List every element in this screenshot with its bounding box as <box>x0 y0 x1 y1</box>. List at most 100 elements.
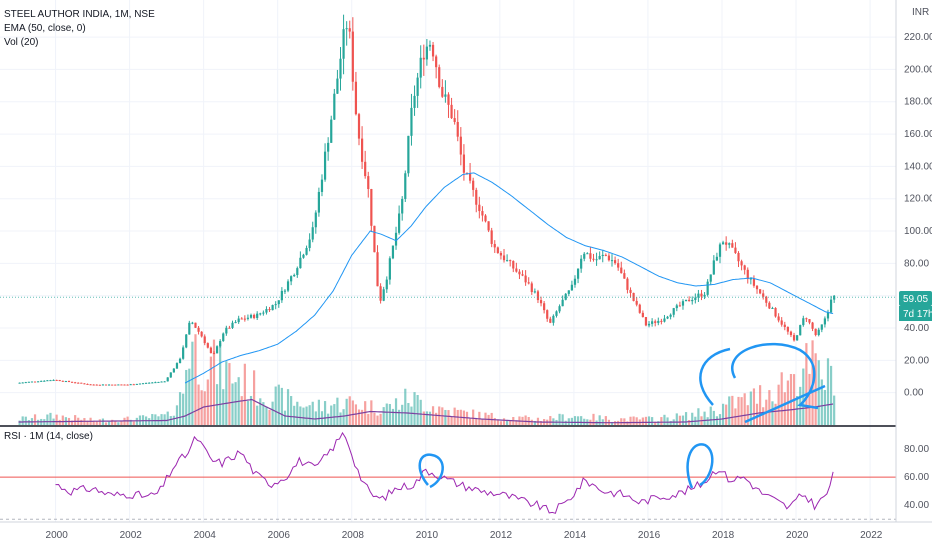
legend-symbol[interactable]: STEEL AUTHOR INDIA, 1M, NSE <box>4 9 155 20</box>
time-tick-label: 2014 <box>564 530 587 541</box>
volume-bar <box>379 413 382 425</box>
volume-bar <box>219 343 222 425</box>
candle-body <box>123 384 126 386</box>
candle-body <box>166 377 169 382</box>
candle-body <box>552 315 555 323</box>
volume-bar <box>524 415 527 425</box>
volume-bar <box>826 358 830 425</box>
rsi-line[interactable] <box>55 431 834 514</box>
volume-bar <box>364 401 367 425</box>
volume-bar <box>308 405 311 425</box>
candle-body <box>592 258 595 260</box>
legend-vol[interactable]: Vol (20) <box>4 37 38 48</box>
candle-body <box>348 28 351 32</box>
volume-bar <box>46 414 49 425</box>
volume-bar <box>647 416 651 425</box>
volume-bar <box>435 412 438 425</box>
volume-bar <box>712 410 715 425</box>
volume-bar <box>681 415 685 425</box>
candle-body <box>141 383 145 385</box>
volume-bar <box>61 415 64 425</box>
volume-bar <box>253 370 256 425</box>
candle-body <box>475 189 478 205</box>
ema-50-line[interactable] <box>184 172 834 384</box>
candle-body <box>700 293 703 297</box>
candle-body <box>30 381 34 383</box>
candle-body <box>607 255 611 261</box>
volume-bar <box>422 411 425 425</box>
candle-body <box>209 347 213 354</box>
time-tick-label: 2022 <box>860 530 883 541</box>
volume-bar <box>178 392 182 425</box>
legend-rsi[interactable]: RSI · 1M (14, close) <box>4 431 93 442</box>
volume-bar <box>401 404 404 425</box>
countdown-value: 7d 17h <box>903 309 932 320</box>
candle-body <box>391 245 395 259</box>
volume-bar <box>391 408 395 425</box>
candle-body <box>308 239 311 248</box>
candle-body <box>70 381 74 383</box>
volume-bar <box>311 401 314 425</box>
volume-bar <box>86 420 89 425</box>
candle-body <box>536 291 540 301</box>
candle-body <box>666 316 669 319</box>
volume-bar <box>610 421 614 425</box>
volume-bar <box>299 406 302 425</box>
candle-body <box>524 275 527 283</box>
candle-body <box>721 242 725 245</box>
volume-bar <box>148 418 151 425</box>
volume-bar <box>688 420 691 425</box>
rsi-pane[interactable] <box>0 431 896 520</box>
candle-body <box>610 260 614 262</box>
volume-bar <box>771 401 774 425</box>
candle-body <box>472 180 475 190</box>
candle-body <box>725 242 728 245</box>
volume-bar <box>154 414 157 425</box>
candle-body <box>114 384 117 386</box>
volume-bar <box>447 410 450 425</box>
candle-body <box>450 104 453 119</box>
candle-body <box>314 212 317 228</box>
volume-bar <box>413 392 416 425</box>
candle-body <box>80 382 83 384</box>
candle-body <box>589 253 592 259</box>
volume-bar <box>259 398 262 425</box>
price-tick-label: 200.00 <box>904 64 932 75</box>
grid-lines <box>0 0 896 522</box>
volume-bar <box>468 418 472 425</box>
candle-body <box>654 321 657 323</box>
volume-bar <box>373 412 376 425</box>
volume-bar <box>515 420 518 425</box>
candle-body <box>345 28 348 30</box>
volume-bar <box>336 397 339 425</box>
candle-body <box>715 256 719 261</box>
candle-body <box>697 293 700 298</box>
volume-bar <box>598 415 601 425</box>
user-drawings-main[interactable] <box>699 342 826 424</box>
volume-bar <box>654 421 657 425</box>
legend[interactable]: STEEL AUTHOR INDIA, 1M, NSE EMA (50, clo… <box>4 9 155 442</box>
price-axis[interactable]: 220.00 200.00 180.00 160.00 140.00 120.00 100.… <box>904 32 932 399</box>
volume-bar <box>55 414 58 425</box>
candle-body <box>157 381 160 383</box>
volume-bar <box>731 395 734 425</box>
candle-body <box>515 268 518 272</box>
rsi-axis[interactable]: 80.00 60.00 40.00 <box>904 444 929 511</box>
volume-bar <box>92 420 95 425</box>
rsi-tick-label: 40.00 <box>904 500 929 511</box>
price-candles[interactable] <box>18 14 836 386</box>
volume-bar <box>755 403 759 425</box>
volume-bar <box>394 398 398 425</box>
legend-ema[interactable]: EMA (50, close, 0) <box>4 23 86 34</box>
time-axis[interactable]: 2000 2002 2004 2006 2008 2010 2012 2014 2016 2018… <box>46 530 883 541</box>
candle-body <box>484 215 487 222</box>
volume-bar <box>493 417 496 425</box>
volume-bar <box>129 419 132 425</box>
volume-ma-line[interactable] <box>18 398 834 424</box>
candle-body <box>777 316 780 321</box>
volume-bar <box>385 403 388 425</box>
user-drawings-rsi[interactable] <box>418 443 714 489</box>
volume-bar <box>342 409 345 425</box>
volume-bar <box>209 356 213 425</box>
